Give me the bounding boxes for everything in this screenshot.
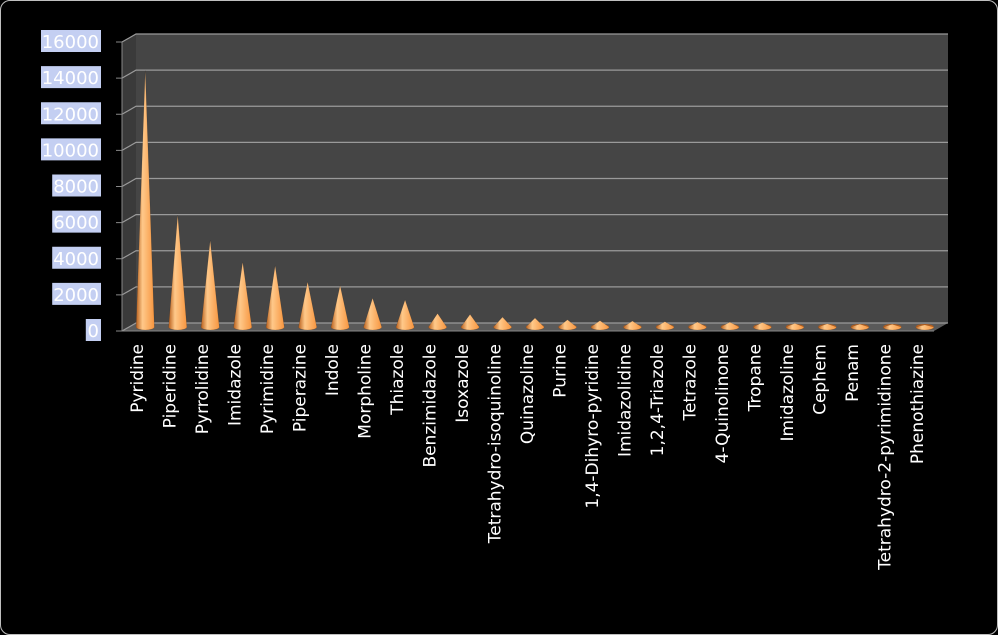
cone-bars: [135, 70, 935, 331]
x-tick-label: Pyridine: [128, 344, 148, 413]
cone-bar: [590, 320, 610, 331]
cone-bar: [233, 261, 252, 331]
x-axis-tick-labels: Pyridine Piperidine Pyrrolidine Imidazole Py…: [128, 344, 928, 571]
y-tick-label: 2000: [53, 285, 99, 306]
cone-bar: [720, 321, 740, 331]
x-tick-label: Tetrahydro-isoquinoline: [486, 344, 506, 544]
y-tick-label-bg: [41, 30, 101, 52]
x-tick-label: 1,2,4-Triazole: [648, 344, 668, 456]
cone-bar: [882, 324, 902, 331]
y-tick-label-bg: [85, 319, 101, 341]
y-tick-label: 8000: [53, 177, 99, 198]
y-tick-label: 4000: [53, 249, 99, 270]
gridline: [121, 105, 948, 115]
gridline: [121, 141, 948, 151]
y-tick-label-bg: [52, 246, 101, 269]
cone-bar: [330, 285, 350, 331]
gridlines: [116, 33, 948, 332]
x-tick-label: Benzimidazole: [421, 344, 441, 468]
gridline: [121, 322, 948, 332]
x-tick-label: 1,4-Dihyro-pyridine: [583, 344, 603, 509]
cone-bar: [525, 317, 545, 331]
y-tick-label-bg: [41, 102, 101, 125]
cone-bar: [135, 70, 155, 331]
y-tick-label: 16000: [42, 32, 99, 53]
x-tick-label: Quinazoline: [518, 344, 538, 444]
cone-bar: [460, 314, 480, 331]
cone-bar: [655, 321, 675, 331]
y-tick-label-bg: [41, 138, 101, 161]
x-tick-label: Tropane: [745, 344, 765, 412]
x-tick-label: Phenothiazine: [908, 344, 928, 464]
x-tick-label: Imidazole: [226, 344, 246, 426]
x-tick-label: Morpholine: [356, 344, 376, 439]
cone-bar: [688, 321, 707, 331]
cone-bar: [428, 313, 447, 331]
gridline: [121, 177, 948, 188]
y-tick-label-bg: [52, 210, 101, 233]
cone-bar: [785, 323, 805, 331]
y-tick-label-bg: [52, 282, 101, 305]
x-tick-label: Pyrrolidine: [193, 344, 213, 434]
x-tick-label: Penam: [843, 344, 863, 402]
y-tick-label-bg: [52, 174, 101, 197]
cone-bar: [753, 322, 772, 331]
y-axis-tick-labels: 0 2000 4000 6000 8000 10000 12000 14000 16000: [41, 30, 101, 342]
cone-bar: [363, 297, 382, 331]
cone-bar: [298, 281, 317, 331]
cone-bar: [850, 323, 870, 331]
y-tick-label: 0: [88, 321, 99, 342]
x-tick-label: Purine: [550, 344, 570, 398]
x-tick-label: Cephem: [810, 344, 830, 415]
cone-bar: [200, 240, 220, 331]
x-tick-label: Tetrahydro-2-pyrimidinone: [875, 344, 895, 571]
cone-bar: [818, 323, 837, 331]
x-tick-label: Piperazine: [291, 344, 311, 432]
x-tick-label: Tetrazole: [680, 344, 700, 422]
x-tick-label: Pyrimidine: [258, 344, 278, 434]
cone-bar: [168, 214, 188, 331]
cone-bar: [915, 324, 935, 331]
y-tick-label: 6000: [53, 213, 99, 234]
gridline: [121, 286, 948, 296]
cone-bar: [493, 316, 512, 331]
y-tick-label: 12000: [42, 104, 99, 125]
x-tick-label: Piperidine: [161, 344, 181, 428]
gridline: [121, 214, 948, 224]
y-tick-label-bg: [41, 66, 101, 89]
x-tick-label: Isoxazole: [453, 344, 473, 423]
gridline: [121, 33, 948, 43]
x-tick-label: Imidazolidine: [615, 344, 635, 457]
cone-bar: [558, 319, 577, 331]
y-tick-label: 10000: [42, 140, 99, 161]
cone-bar: [265, 265, 285, 331]
gridline: [121, 250, 948, 260]
x-tick-label: Thiazole: [388, 344, 408, 416]
gridline: [121, 69, 948, 79]
x-tick-label: Indole: [323, 344, 343, 396]
x-tick-label: 4-Quinolinone: [713, 344, 733, 463]
cone-bar: [395, 299, 415, 331]
x-tick-label: Imidazoline: [778, 344, 798, 442]
y-tick-label: 14000: [42, 68, 99, 89]
cone-bar: [623, 320, 642, 331]
